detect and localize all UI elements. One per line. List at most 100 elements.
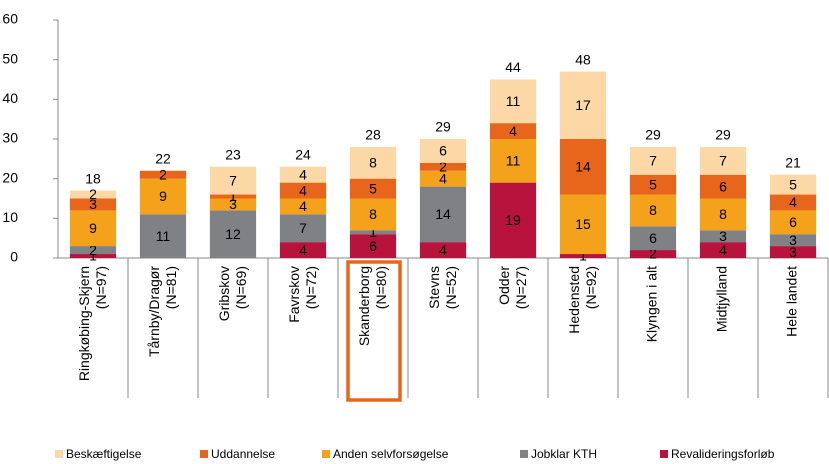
data-label: 17 <box>575 97 591 113</box>
bar-segment <box>489 139 537 183</box>
x-tick-label: Midtjylland <box>714 266 730 332</box>
bar-segment <box>349 178 397 199</box>
x-tick-label: Tårnby/Dragør(N=81) <box>146 266 179 357</box>
y-tick-label: 40 <box>2 90 18 106</box>
data-label: 11 <box>156 228 171 244</box>
total-label: 18 <box>85 170 101 186</box>
bar-segment <box>349 146 397 179</box>
total-label: 29 <box>645 127 661 143</box>
data-label: 8 <box>649 202 657 218</box>
x-tick-line: Stevns <box>426 266 442 309</box>
data-label: 5 <box>789 176 797 192</box>
bar-segment <box>69 246 117 255</box>
data-label: 6 <box>719 178 727 194</box>
bar-segment <box>139 178 187 215</box>
bar-segment <box>489 79 537 124</box>
x-tick-line: (N=81) <box>163 266 179 309</box>
x-tick-line: (N=92) <box>583 266 599 309</box>
bar-segment <box>139 214 187 258</box>
bar-segment <box>699 146 747 175</box>
legend-label: Uddannelse <box>211 447 275 461</box>
bar-segment <box>559 139 607 195</box>
data-label: 4 <box>439 170 447 186</box>
data-label: 2 <box>89 242 97 258</box>
data-label: 4 <box>789 194 797 210</box>
bar-segment <box>769 234 817 247</box>
bar-segment <box>559 194 607 255</box>
y-tick-label: 60 <box>2 11 18 27</box>
x-tick-line: Odder <box>496 266 512 305</box>
x-tick-label: Hele landet <box>784 266 800 337</box>
data-label: 9 <box>159 188 167 204</box>
x-tick-label: Hedensted(N=92) <box>566 266 599 334</box>
bar-segment <box>69 254 117 258</box>
y-tick-label: 20 <box>2 169 18 185</box>
data-label: 4 <box>299 198 307 214</box>
data-label: 4 <box>299 166 307 182</box>
total-label: 29 <box>435 119 451 135</box>
bar-segment <box>419 162 467 171</box>
bar-segment <box>279 242 327 258</box>
x-tick-label: Skanderborg(N=80) <box>356 266 389 346</box>
data-label: 3 <box>229 196 237 212</box>
bar-segment <box>559 71 607 139</box>
y-tick-label: 10 <box>2 209 18 225</box>
bar-segment <box>209 166 257 195</box>
bar-segment <box>769 174 817 195</box>
x-tick-line: (N=52) <box>443 266 459 309</box>
data-label: 1 <box>89 248 97 264</box>
bar-segment <box>69 190 117 199</box>
y-tick-label: 30 <box>2 130 18 146</box>
total-label: 28 <box>365 127 381 143</box>
bar-segment <box>489 123 537 139</box>
data-label: 8 <box>369 206 377 222</box>
x-tick-label: Ringkøbing-Skjern(N=97) <box>76 266 109 381</box>
data-label: 11 <box>506 153 521 169</box>
data-label: 4 <box>719 242 727 258</box>
data-label: 5 <box>369 180 377 196</box>
bar-segment <box>699 242 747 258</box>
data-label: 14 <box>435 206 451 222</box>
data-label: 6 <box>369 238 377 254</box>
data-label: 4 <box>439 242 447 258</box>
x-tick-line: (N=69) <box>233 266 249 309</box>
bar-segment <box>69 198 117 211</box>
x-tick-label: Gribskov(N=69) <box>216 266 249 321</box>
legend-swatch <box>200 450 208 458</box>
bar-segment <box>279 166 327 183</box>
x-tick-line: Hedensted <box>566 266 582 334</box>
data-label: 3 <box>789 232 797 248</box>
data-label: 9 <box>89 220 97 236</box>
bar-segment <box>699 198 747 231</box>
bar-segment <box>209 210 257 258</box>
x-tick-line: (N=27) <box>513 266 529 309</box>
y-tick-label: 50 <box>2 50 18 66</box>
data-label: 1 <box>229 188 237 204</box>
data-label: 19 <box>505 212 521 228</box>
data-label: 15 <box>575 216 591 232</box>
bar-segment <box>629 226 677 251</box>
data-label: 5 <box>649 176 657 192</box>
data-label: 7 <box>299 220 307 236</box>
legend-swatch <box>322 450 330 458</box>
bar-segment <box>629 250 677 258</box>
data-label: 2 <box>439 158 447 174</box>
bar-segment <box>279 182 327 199</box>
bar-segment <box>279 214 327 243</box>
bar-segment <box>139 170 187 179</box>
bar-segment <box>419 139 467 163</box>
total-label: 23 <box>225 146 241 162</box>
data-label: 8 <box>719 206 727 222</box>
bar-segment <box>559 254 607 258</box>
data-label: 2 <box>649 246 657 262</box>
bar-segment <box>419 170 467 187</box>
total-label: 48 <box>575 51 591 67</box>
bar-segment <box>209 194 257 199</box>
data-label: 3 <box>789 244 797 260</box>
bar-segment <box>69 210 117 247</box>
data-label: 6 <box>789 214 797 230</box>
x-tick-line: Ringkøbing-Skjern <box>76 266 92 381</box>
data-label: 3 <box>719 228 727 244</box>
total-label: 22 <box>155 150 171 166</box>
data-label: 3 <box>89 196 97 212</box>
